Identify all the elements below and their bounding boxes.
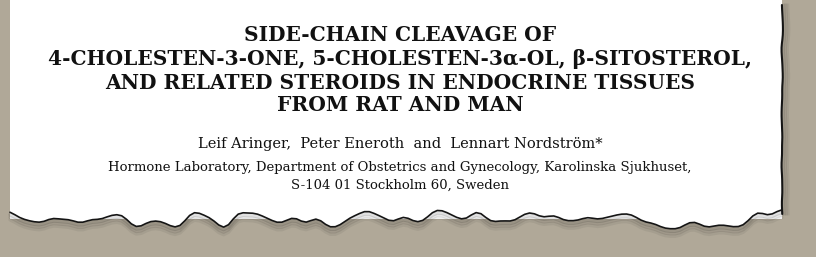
Text: SIDE-CHAIN CLEAVAGE OF: SIDE-CHAIN CLEAVAGE OF <box>244 25 556 45</box>
Text: FROM RAT AND MAN: FROM RAT AND MAN <box>277 95 523 115</box>
Bar <box>10 0 782 219</box>
Text: Hormone Laboratory, Department of Obstetrics and Gynecology, Karolinska Sjukhuse: Hormone Laboratory, Department of Obstet… <box>109 161 692 173</box>
Text: S-104 01 Stockholm 60, Sweden: S-104 01 Stockholm 60, Sweden <box>291 179 509 191</box>
Polygon shape <box>782 0 783 219</box>
Text: Leif Aringer,  Peter Eneroth  and  Lennart Nordström*: Leif Aringer, Peter Eneroth and Lennart … <box>197 137 602 151</box>
Polygon shape <box>10 210 782 229</box>
Text: AND RELATED STEROIDS IN ENDOCRINE TISSUES: AND RELATED STEROIDS IN ENDOCRINE TISSUE… <box>105 73 695 93</box>
Text: 4-CHOLESTEN-3-ONE, 5-CHOLESTEN-3α-OL, β-SITOSTEROL,: 4-CHOLESTEN-3-ONE, 5-CHOLESTEN-3α-OL, β-… <box>48 49 752 69</box>
